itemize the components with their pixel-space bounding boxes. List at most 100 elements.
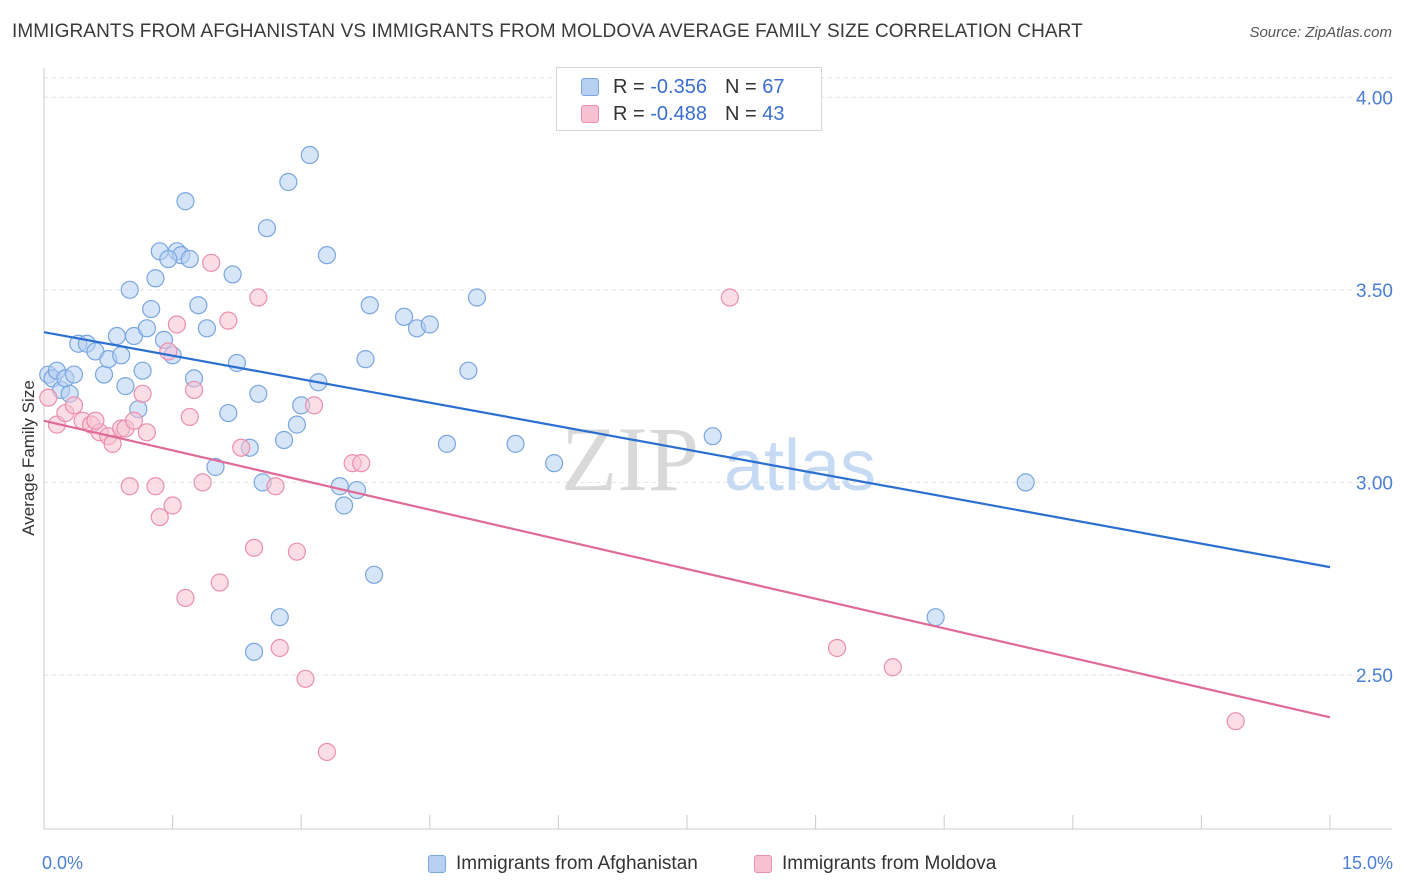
point-afghanistan (189, 296, 208, 315)
point-moldova (210, 573, 229, 592)
point-afghanistan (197, 319, 216, 338)
series-moldova (39, 253, 1245, 762)
point-moldova (202, 253, 221, 272)
point-afghanistan (360, 296, 379, 315)
point-moldova (244, 538, 264, 557)
point-moldova (270, 638, 289, 658)
point-afghanistan (334, 496, 354, 515)
point-afghanistan (244, 642, 264, 661)
grid-lines (44, 77, 1392, 676)
bottom-legend-label-afghanistan: Immigrants from Afghanistan (456, 853, 698, 874)
point-moldova (180, 407, 199, 427)
point-afghanistan (223, 265, 242, 284)
point-afghanistan (437, 434, 457, 453)
point-moldova (163, 496, 182, 515)
point-moldova (304, 396, 324, 415)
point-afghanistan (219, 403, 238, 423)
point-moldova (720, 288, 739, 307)
point-afghanistan (159, 249, 178, 269)
point-afghanistan (64, 365, 84, 384)
point-afghanistan (279, 172, 298, 192)
point-moldova (150, 507, 169, 527)
tick-labels: 2.50 3.00 3.50 4.00 0.0% 15.0% (42, 88, 1393, 873)
point-moldova (120, 477, 139, 496)
point-afghanistan (257, 219, 277, 238)
point-afghanistan (287, 415, 307, 434)
series-afghanistan (39, 145, 1035, 661)
point-afghanistan (926, 608, 945, 627)
point-afghanistan (545, 454, 564, 473)
bottom-legend-afghanistan: Immigrants from Afghanistan (428, 852, 698, 876)
source-credit: Source: ZipAtlas.com (1249, 24, 1392, 41)
point-afghanistan (176, 192, 195, 211)
point-afghanistan (347, 480, 367, 500)
watermark-zip: ZIP (561, 408, 699, 510)
point-moldova (266, 477, 285, 496)
point-afghanistan (467, 288, 487, 307)
legend: R = -0.356 N = 67 R = -0.488 N = 43 (556, 67, 822, 131)
legend-r-label: R = (613, 102, 645, 125)
watermark-atlas: atlas (724, 426, 876, 506)
point-moldova (133, 384, 152, 403)
point-moldova (249, 288, 268, 307)
point-moldova (184, 380, 204, 400)
point-afghanistan (107, 326, 126, 346)
point-afghanistan (420, 315, 439, 334)
point-moldova (39, 388, 58, 407)
x-tick-label: 15.0% (1342, 853, 1393, 873)
legend-n-value-afghanistan: 67 (762, 75, 785, 98)
point-afghanistan (112, 346, 131, 365)
point-moldova (159, 342, 178, 361)
point-afghanistan (120, 280, 139, 299)
point-afghanistan (300, 145, 319, 165)
point-moldova (137, 423, 156, 442)
point-moldova (296, 669, 315, 688)
point-afghanistan (356, 350, 375, 369)
chart-title: IMMIGRANTS FROM AFGHANISTAN VS IMMIGRANT… (12, 21, 1083, 42)
point-moldova (64, 396, 84, 415)
point-moldova (883, 658, 902, 677)
trend-line-moldova (43, 419, 1331, 719)
point-afghanistan (703, 427, 722, 446)
point-afghanistan (180, 249, 199, 269)
y-axis-label: Average Family Size (19, 380, 38, 536)
legend-r-label: R = (613, 75, 645, 98)
axes (43, 68, 1392, 830)
point-moldova (219, 311, 238, 330)
point-moldova (193, 473, 212, 492)
point-moldova (103, 434, 122, 453)
x-tick-label: 0.0% (42, 853, 83, 873)
point-afghanistan (364, 565, 384, 584)
point-afghanistan (146, 269, 165, 288)
point-afghanistan (142, 299, 161, 319)
point-afghanistan (274, 430, 294, 450)
bottom-legend-moldova: Immigrants from Moldova (754, 852, 996, 876)
legend-swatch-moldova (581, 105, 599, 123)
point-afghanistan (270, 608, 289, 627)
legend-swatch-afghanistan (581, 78, 599, 96)
point-afghanistan (116, 377, 135, 396)
point-moldova (167, 315, 186, 334)
y-tick-label: 3.50 (1356, 281, 1393, 302)
bottom-legend-swatch-afghanistan (428, 855, 446, 873)
legend-r-value-afghanistan: -0.356 (650, 75, 707, 98)
bottom-legend-label-moldova: Immigrants from Moldova (782, 853, 997, 874)
trend-lines (43, 331, 1331, 719)
trend-line-afghanistan (43, 331, 1331, 569)
legend-row-moldova: R = -0.488 N = 43 (581, 101, 784, 127)
point-afghanistan (317, 246, 337, 265)
legend-r-value-moldova: -0.488 (650, 102, 707, 125)
point-moldova (146, 477, 165, 496)
y-tick-label: 3.00 (1356, 473, 1393, 494)
point-moldova (317, 742, 337, 762)
point-afghanistan (206, 457, 225, 477)
bottom-legend-swatch-moldova (754, 855, 772, 873)
point-afghanistan (94, 365, 114, 384)
point-afghanistan (249, 384, 268, 403)
legend-n-label: N = (724, 75, 757, 98)
point-afghanistan (330, 477, 349, 496)
legend-n-value-moldova: 43 (762, 102, 785, 125)
legend-n-label: N = (724, 102, 757, 125)
point-afghanistan (137, 319, 156, 338)
